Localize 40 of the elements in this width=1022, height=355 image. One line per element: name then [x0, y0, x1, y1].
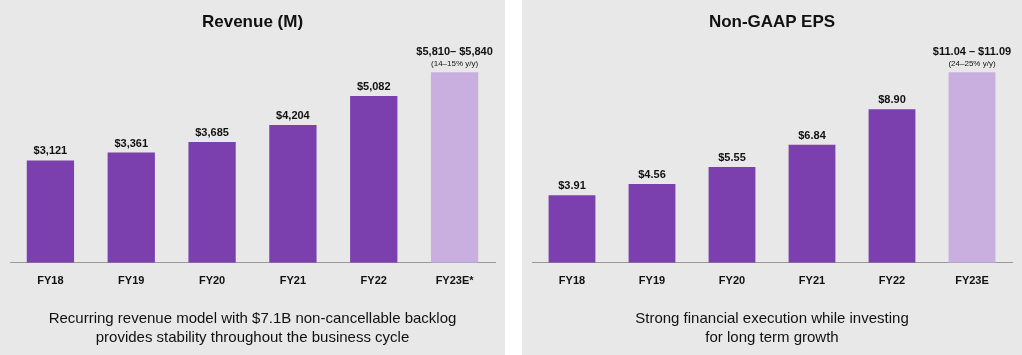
data-label: $11.04 – $11.09 (24–25% y/y) — [932, 45, 1012, 69]
bar — [107, 152, 155, 263]
bar — [26, 160, 75, 263]
chart-title: Non-GAAP EPS — [708, 11, 836, 31]
x-tick-label: FY20 — [718, 274, 746, 287]
x-tick-label: FY20 — [198, 274, 226, 287]
data-label: $3,361 — [114, 136, 149, 149]
data-label: $4,204 — [276, 108, 311, 121]
bar — [430, 72, 479, 263]
data-label: $5.55 — [718, 150, 746, 163]
x-tick-label: FY23E — [955, 274, 989, 287]
text: Strong financial execution while investing for long term growth — [634, 308, 910, 346]
bar — [188, 141, 236, 263]
text: Recurring revenue model with $7.1B non-cancellable backlog provides stability throughout the business cycle — [47, 308, 458, 346]
x-tick-label: FY21 — [279, 274, 307, 287]
bar — [948, 72, 996, 263]
data-label: $4.56 — [638, 168, 666, 181]
x-tick-label: FY19 — [118, 274, 145, 287]
bar — [269, 124, 317, 263]
x-tick-label: FY18 — [37, 274, 64, 287]
data-label: $6.84 — [798, 128, 827, 141]
bar — [708, 166, 756, 263]
bar — [548, 195, 596, 263]
data-label: $8.90 — [878, 93, 906, 106]
data-label: $3,685 — [195, 125, 229, 138]
x-tick-label: FY22 — [360, 274, 387, 287]
bar — [868, 109, 916, 263]
data-label: $5,082 — [356, 80, 391, 93]
x-tick-label: FY23E* — [435, 274, 475, 287]
data-label: $5,810– $5,840 (14–15% y/y) — [416, 45, 493, 69]
data-label: $3.91 — [558, 179, 586, 192]
x-tick-label: FY21 — [798, 274, 826, 287]
x-tick-label: FY18 — [558, 274, 586, 287]
x-tick-label: FY22 — [878, 274, 906, 287]
data-label: $3,121 — [33, 144, 68, 157]
x-tick-label: FY19 — [638, 274, 666, 287]
chart-title: Revenue (M) — [201, 11, 304, 31]
bar — [350, 96, 398, 263]
bar — [628, 184, 676, 263]
bar — [788, 144, 836, 263]
